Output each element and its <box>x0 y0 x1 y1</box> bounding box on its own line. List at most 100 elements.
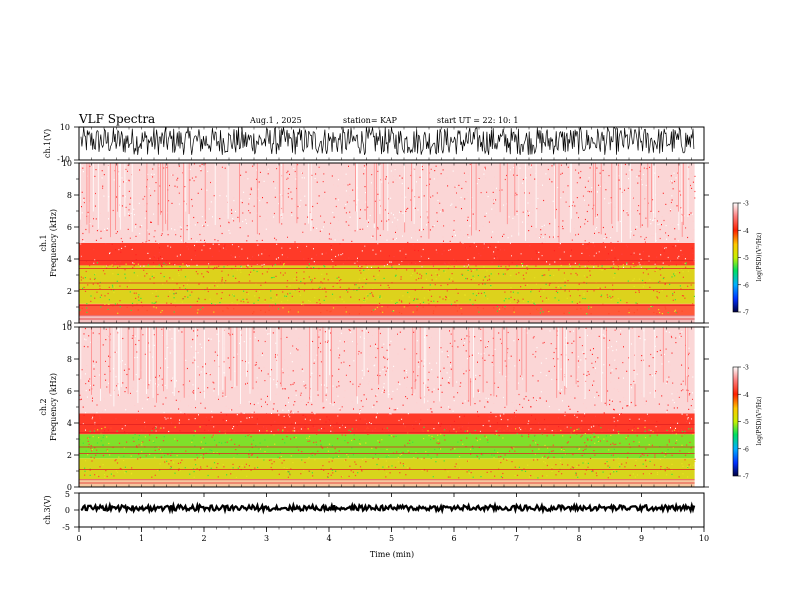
spectrogram-speckle <box>274 356 276 358</box>
spectrogram-speckle <box>300 394 302 396</box>
spectrogram-speckle <box>639 456 641 458</box>
spectrogram-speckle <box>158 264 160 266</box>
spectrogram-speckle <box>101 170 103 172</box>
spectrogram-speckle <box>667 399 669 401</box>
spectrogram-speckle <box>466 180 468 182</box>
spectrogram-speckle <box>104 295 106 297</box>
spectrogram-speckle <box>524 284 527 286</box>
spectrogram-speckle <box>488 354 490 356</box>
spectrogram-speckle <box>225 420 227 422</box>
spectrogram-speckle <box>449 342 451 344</box>
spectrogram-speckle <box>538 448 540 450</box>
spectrogram-speckle <box>606 461 608 463</box>
spectrogram-speckle <box>84 373 86 375</box>
spectrogram-speckle <box>525 272 527 274</box>
spectrogram-speckle <box>219 354 221 356</box>
spectrogram-speckle <box>297 311 299 313</box>
spectrogram-speckle <box>293 290 295 292</box>
spectrogram-speckle <box>182 384 184 386</box>
spectrogram-speckle <box>573 340 575 342</box>
spectrogram-speckle <box>331 293 334 295</box>
spectrogram-speckle <box>612 296 614 298</box>
spectrogram-speckle <box>95 169 97 171</box>
spectrogram-speckle <box>119 216 121 218</box>
spectrogram-speckle <box>680 335 682 337</box>
spectrogram-speckle <box>335 264 337 266</box>
spectrogram-speckle <box>201 216 203 218</box>
spectrogram-speckle <box>643 398 645 400</box>
spectrogram-speckle <box>276 243 278 245</box>
spectrogram-speckle <box>316 302 318 304</box>
spectrogram-speckle <box>504 273 506 275</box>
spectrogram-speckle <box>558 299 560 301</box>
spectrogram-speckle <box>84 474 86 476</box>
spectrogram-speckle <box>153 273 155 275</box>
spectrogram-speckle <box>368 380 370 382</box>
spectrogram-speckle <box>459 199 460 201</box>
spectrogram-speckle <box>480 340 482 342</box>
spectrogram-speckle <box>279 458 281 460</box>
spectrogram-speckle <box>298 337 300 339</box>
spectrogram-speckle <box>226 414 228 416</box>
spectrogram-speckle <box>493 457 495 459</box>
spectrogram-speckle <box>108 442 110 445</box>
spectrogram-speckle <box>149 453 151 455</box>
spectrogram-speckle <box>124 245 126 248</box>
spectrogram-speckle <box>469 369 471 371</box>
spectrogram-speckle <box>133 338 135 340</box>
spectrogram-speckle <box>359 418 361 420</box>
spectrogram-speckle <box>686 468 689 470</box>
spectrogram-speckle <box>213 390 215 392</box>
spectrogram-speckle <box>349 411 351 413</box>
colorbar-tick-label: -3 <box>743 201 749 208</box>
spectrogram-speckle <box>419 273 421 275</box>
spectrogram-speckle <box>617 240 619 243</box>
spectrogram-speckle <box>570 255 572 257</box>
spectrogram-speckle <box>584 218 586 221</box>
spectrogram-speckle <box>207 290 209 293</box>
spectrogram-speckle <box>640 179 642 181</box>
spectrogram-speckle <box>560 368 562 370</box>
spectrogram-speckle <box>431 274 433 276</box>
spectrogram-speckle <box>365 330 367 332</box>
spectrogram-speckle <box>281 247 283 249</box>
spectrogram-speckle <box>328 457 330 459</box>
spectrogram-speckle <box>447 379 449 381</box>
spectrogram-speckle <box>617 297 619 300</box>
spectrogram-speckle <box>223 243 225 245</box>
spectrogram-speckle <box>588 307 590 309</box>
spectrogram-speckle <box>433 310 435 312</box>
spectrogram-speckle <box>567 359 569 361</box>
spectrogram-speckle <box>627 452 629 454</box>
spectrogram-speckle <box>413 384 415 386</box>
spectrogram-speckle <box>231 387 233 389</box>
spectrogram-speckle <box>295 328 297 330</box>
spectrogram-speckle <box>663 250 665 252</box>
spectrogram-speckle <box>291 211 293 214</box>
spectrogram-speckle <box>646 268 648 271</box>
spectrogram-speckle <box>491 361 493 363</box>
spectrogram-speckle <box>288 311 290 313</box>
spectrogram-speckle <box>487 441 489 443</box>
spectrogram-speckle <box>625 462 627 464</box>
spectrogram-speckle <box>476 454 478 457</box>
spectrogram-speckle <box>210 201 212 203</box>
spectrogram-speckle <box>664 353 665 355</box>
spectrogram-speckle <box>539 209 541 211</box>
spectrogram-speckle <box>141 451 143 453</box>
spectrogram-speckle <box>256 240 258 242</box>
spectrogram-speckle <box>594 436 596 438</box>
spectrogram-speckle <box>619 188 621 190</box>
spectrogram-speckle <box>256 456 259 458</box>
spectrogram-speckle <box>468 422 470 424</box>
spectrogram-speckle <box>640 359 642 362</box>
spectrogram-speckle <box>232 275 234 277</box>
spectrogram-speckle <box>374 200 376 202</box>
spectrogram-speckle <box>112 286 114 288</box>
spectrogram-speckle <box>675 342 677 344</box>
spectrogram-speckle <box>286 178 288 180</box>
spectrogram-speckle <box>321 229 323 231</box>
spectrogram-speckle <box>226 264 229 266</box>
spectrogram-speckle <box>645 465 647 467</box>
spectrogram-speckle <box>177 177 179 179</box>
